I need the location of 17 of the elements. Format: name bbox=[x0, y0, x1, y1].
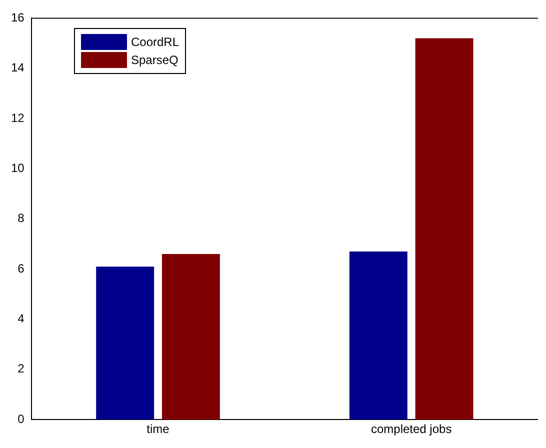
x-tick-label: completed jobs bbox=[370, 422, 452, 436]
bar bbox=[349, 252, 408, 420]
x-tick-label: time bbox=[146, 422, 170, 436]
legend-label: CoordRL bbox=[131, 35, 180, 49]
y-tick-label: 16 bbox=[10, 10, 25, 25]
y-tick-label: 4 bbox=[18, 312, 25, 326]
y-tick-label: 14 bbox=[10, 60, 25, 75]
y-tick-label: 0 bbox=[18, 412, 25, 426]
bar bbox=[162, 254, 220, 420]
y-tick-label: 10 bbox=[10, 161, 25, 176]
y-tick-label: 8 bbox=[18, 211, 25, 226]
legend-label: SparseQ bbox=[131, 53, 178, 67]
bar bbox=[415, 38, 474, 420]
bar bbox=[96, 266, 154, 420]
y-tick-label: 2 bbox=[18, 362, 25, 376]
y-tick-label: 12 bbox=[10, 110, 25, 125]
y-tick-label: 6 bbox=[18, 261, 25, 276]
